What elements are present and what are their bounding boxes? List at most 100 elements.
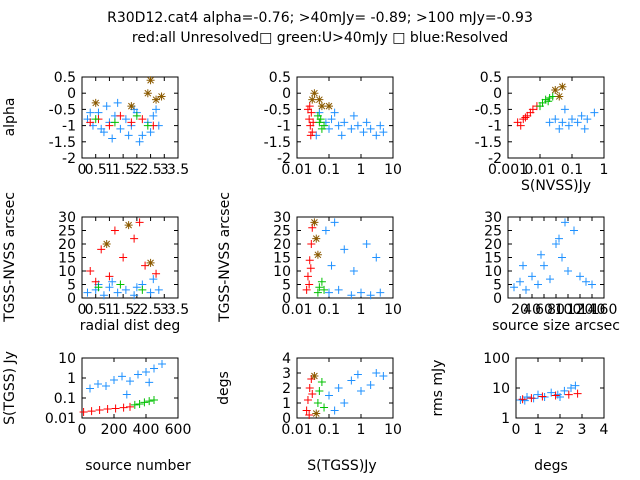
data-point bbox=[121, 115, 130, 124]
x-tick-label: 1.5 bbox=[112, 302, 134, 318]
series-red bbox=[86, 111, 158, 130]
series-green bbox=[313, 378, 329, 412]
x-tick-label: 40 bbox=[523, 302, 541, 318]
data-point bbox=[576, 272, 584, 281]
series-green bbox=[313, 111, 329, 133]
x-tick-label: 0 bbox=[78, 302, 87, 318]
y-tick-label: -1.5 bbox=[264, 135, 291, 151]
data-point bbox=[305, 256, 314, 265]
y-tick-label: -2 bbox=[488, 151, 502, 167]
data-point bbox=[312, 409, 321, 418]
data-point bbox=[121, 285, 130, 294]
y-tick-label: 0 bbox=[67, 291, 76, 307]
y-tick-label: 15 bbox=[484, 251, 502, 267]
figure-title-line-2: red:all Unresolved□ green:U>40mJy □ blue… bbox=[132, 30, 508, 46]
x-tick-label: 2.5 bbox=[139, 162, 161, 178]
data-point bbox=[564, 121, 573, 130]
data-point bbox=[119, 253, 128, 262]
data-point bbox=[110, 375, 118, 384]
y-tick-label: 15 bbox=[58, 251, 76, 267]
data-point bbox=[376, 121, 385, 130]
data-point bbox=[116, 280, 125, 289]
data-point bbox=[127, 118, 136, 127]
y-tick-label: 25 bbox=[484, 224, 502, 240]
data-point bbox=[325, 102, 333, 111]
data-point bbox=[362, 240, 371, 248]
data-point bbox=[130, 400, 139, 409]
y-tick-label: 10 bbox=[58, 264, 76, 280]
data-point bbox=[157, 92, 166, 101]
x-tick-label: 0.5 bbox=[85, 162, 107, 178]
y-tick-label: -1 bbox=[277, 119, 291, 135]
data-point bbox=[357, 288, 365, 297]
data-point bbox=[315, 387, 324, 395]
x-tick-label: 0.01 bbox=[281, 162, 312, 178]
series-blue bbox=[321, 218, 385, 300]
data-point bbox=[91, 98, 100, 107]
data-point bbox=[544, 97, 553, 106]
data-point bbox=[308, 390, 317, 398]
x-tick-label: 0.1 bbox=[318, 422, 340, 438]
x-tick-label: 0 bbox=[78, 162, 87, 178]
y-tick-label: 0.5 bbox=[54, 70, 76, 86]
data-point bbox=[310, 218, 319, 227]
series-red bbox=[302, 375, 317, 419]
x-tick-label: 2 bbox=[132, 162, 141, 178]
y-tick-label: 10 bbox=[273, 264, 291, 280]
data-point bbox=[305, 280, 314, 289]
data-point bbox=[152, 105, 161, 114]
y-tick-label: 0.01 bbox=[45, 411, 76, 427]
data-point bbox=[522, 285, 530, 294]
data-point bbox=[152, 269, 161, 278]
data-point bbox=[116, 124, 125, 133]
series-olive bbox=[551, 82, 567, 101]
x-tick-label: 3.5 bbox=[167, 302, 189, 318]
y-tick-label: 0 bbox=[282, 411, 291, 427]
x-tick-label: 2.5 bbox=[139, 302, 161, 318]
plot-grid: 00.511.522.533.50.50-0.5-1-1.5-2alpha0.0… bbox=[2, 70, 620, 474]
x-tick-label: 4 bbox=[600, 422, 609, 438]
data-point bbox=[134, 370, 142, 379]
data-point bbox=[583, 115, 592, 124]
data-point bbox=[313, 250, 322, 259]
x-axis-label: source number bbox=[85, 458, 191, 474]
data-point bbox=[315, 283, 324, 292]
data-point bbox=[122, 390, 131, 399]
y-tick-label: 1 bbox=[67, 371, 76, 387]
plot-frame bbox=[81, 76, 179, 159]
series-red bbox=[513, 102, 541, 130]
x-tick-label: 80 bbox=[547, 302, 565, 318]
data-point bbox=[362, 118, 371, 127]
data-point bbox=[94, 380, 102, 389]
data-point bbox=[353, 370, 362, 379]
y-tick-label: 0 bbox=[282, 291, 291, 307]
y-tick-label: 0 bbox=[493, 86, 502, 102]
data-point bbox=[310, 372, 319, 380]
data-point bbox=[330, 218, 339, 227]
data-point bbox=[135, 400, 144, 409]
data-point bbox=[303, 272, 312, 281]
data-point bbox=[305, 411, 314, 419]
y-tick-label: -1 bbox=[488, 119, 502, 135]
data-point bbox=[116, 111, 125, 120]
data-point bbox=[126, 377, 134, 386]
data-point bbox=[564, 390, 573, 399]
data-point bbox=[334, 285, 343, 294]
data-point bbox=[540, 261, 548, 270]
data-point bbox=[305, 384, 314, 392]
y-tick-label: 3 bbox=[282, 366, 291, 382]
y-tick-label: 100 bbox=[483, 351, 510, 367]
data-point bbox=[357, 387, 365, 395]
data-point bbox=[573, 118, 582, 127]
series-olive bbox=[308, 89, 333, 111]
data-point bbox=[313, 399, 322, 407]
x-tick-label: 0.1 bbox=[318, 302, 340, 318]
data-point bbox=[340, 245, 349, 254]
y-tick-label: 0 bbox=[67, 86, 76, 102]
y-tick-label: 30 bbox=[58, 210, 76, 226]
data-point bbox=[308, 128, 317, 137]
x-tick-label: 0.01 bbox=[524, 162, 555, 178]
data-point bbox=[86, 267, 95, 275]
